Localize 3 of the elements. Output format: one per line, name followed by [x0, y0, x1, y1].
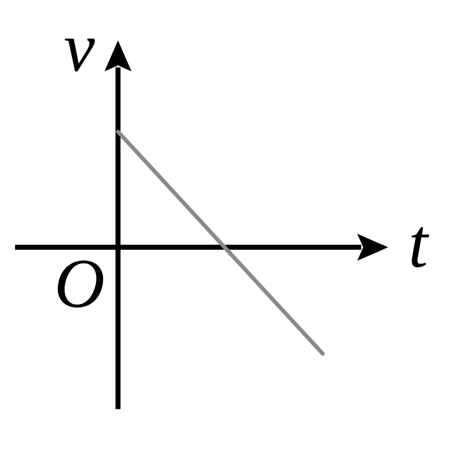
y-axis-title: v: [64, 38, 95, 72]
annotation: O: [58, 260, 104, 308]
x-axis-title: t: [411, 227, 430, 268]
